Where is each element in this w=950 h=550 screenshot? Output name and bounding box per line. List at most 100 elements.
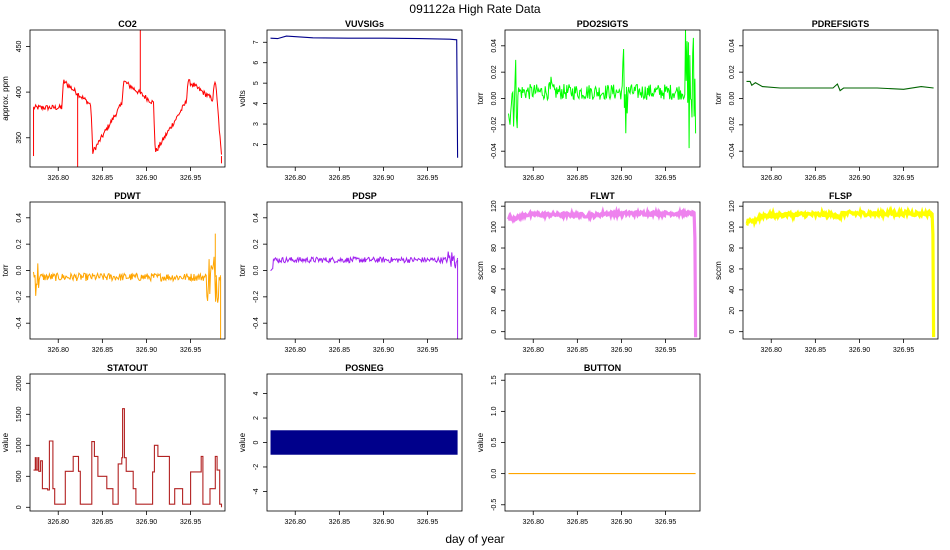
x-tick-label: 326.90 [136, 519, 158, 526]
y-axis-label-statout: value [1, 432, 10, 452]
panel-vuvsigs: VUVSIGs volts 2 3 4 5 6 7 326.80 326.85 326.90 326.… [238, 19, 463, 182]
plot-frame-flwt [504, 201, 701, 340]
x-tick-label: 326.85 [567, 519, 589, 526]
y-axis-label-flwt: sccm [476, 261, 485, 280]
y-axis-label-button: value [476, 432, 485, 452]
y-tick-label: 100 [729, 221, 736, 233]
x-tick-label: 326.80 [761, 175, 783, 182]
y-tick-label: -0.02 [491, 117, 498, 133]
x-tick-label: 326.95 [180, 347, 202, 354]
y-tick-label: 80 [729, 244, 736, 252]
panel-title-button: BUTTON [584, 363, 621, 373]
plot-frame-pdwt [29, 201, 226, 340]
series-flwt [506, 205, 698, 338]
panel-pdsp: PDSP torr -0.4 -0.2 0.0 0.2 0.4 326.80 326.85 326… [238, 191, 463, 354]
y-tick-label: 4 [253, 102, 260, 106]
panel-title-co2: CO2 [118, 19, 137, 29]
y-tick-label: -0.2 [253, 291, 260, 303]
x-tick-label: 326.90 [373, 519, 395, 526]
y-axis-label-pdrefsigts: torr [714, 92, 723, 104]
y-tick-label: -0.2 [16, 291, 23, 303]
panel-title-flwt: FLWT [590, 191, 615, 201]
x-tick-label: 326.80 [285, 175, 307, 182]
x-tick-label: 326.90 [849, 175, 871, 182]
x-tick-label: 326.85 [329, 347, 351, 354]
y-tick-label: 80 [491, 244, 498, 252]
x-tick-label: 326.80 [523, 519, 545, 526]
panel-pdo2sigts: PDO2SIGTS torr -0.04 -0.02 0.00 0.02 0.04 326.8… [476, 19, 701, 182]
y-tick-label: 500 [16, 470, 23, 482]
y-tick-label: 40 [729, 286, 736, 294]
y-tick-label: 60 [729, 265, 736, 273]
plot-frame-pdsp [266, 201, 463, 340]
panel-flsp: FLSP sccm 0 20 40 60 80 100 120 326.80 326.85 326.9… [714, 191, 939, 354]
x-tick-label: 326.95 [655, 347, 677, 354]
plot-frame-statout [29, 373, 226, 512]
plot-frame-posneg [266, 373, 463, 512]
panel-title-pdwt: PDWT [114, 191, 141, 201]
x-tick-label: 326.95 [655, 175, 677, 182]
panel-title-pdsp: PDSP [352, 191, 377, 201]
figure-title: 091122a High Rate Data [409, 2, 541, 16]
plot-frame-flsp [742, 201, 939, 340]
y-tick-label: 0.04 [729, 39, 736, 53]
y-tick-label: 20 [491, 307, 498, 315]
y-axis-label-vuvsigs: volts [238, 90, 247, 106]
x-tick-label: 326.85 [92, 347, 114, 354]
y-axis-label-pdwt: torr [1, 264, 10, 276]
y-tick-label: 2000 [16, 375, 23, 391]
x-tick-label: 326.80 [48, 519, 70, 526]
y-tick-label: -0.4 [253, 317, 260, 329]
x-tick-label: 326.90 [136, 175, 158, 182]
y-tick-label: 350 [16, 132, 23, 144]
x-tick-label: 326.95 [180, 519, 202, 526]
x-tick-label: 326.85 [92, 519, 114, 526]
x-tick-label: 326.90 [373, 175, 395, 182]
plot-frame-co2 [29, 29, 226, 168]
y-tick-label: -0.02 [729, 117, 736, 133]
panel-button: BUTTON value -0.5 0.0 0.5 1.0 1.5 326.80 326.85 3… [476, 363, 701, 526]
y-tick-label: -0.5 [491, 499, 498, 511]
x-tick-label: 326.80 [523, 175, 545, 182]
y-tick-label: 450 [16, 40, 23, 52]
series-statout [33, 408, 223, 508]
x-tick-label: 326.80 [523, 347, 545, 354]
y-tick-label: 1000 [16, 437, 23, 453]
y-axis-label-pdo2sigts: torr [476, 92, 485, 104]
y-tick-label: 5 [253, 81, 260, 85]
y-tick-label: 100 [491, 221, 498, 233]
panel-title-pdrefsigts: PDREFSIGTS [812, 19, 870, 29]
x-tick-label: 326.95 [417, 175, 439, 182]
panel-title-vuvsigs: VUVSIGs [345, 19, 384, 29]
series-pdrefsigts [746, 80, 934, 92]
x-tick-label: 326.80 [285, 347, 307, 354]
x-tick-label: 326.85 [805, 347, 827, 354]
x-tick-label: 326.90 [136, 347, 158, 354]
y-tick-label: 1.5 [491, 375, 498, 385]
y-tick-label: 0.4 [253, 213, 260, 223]
series-vuvsigs [270, 35, 459, 158]
y-tick-label: 20 [729, 307, 736, 315]
x-axis-label: day of year [445, 532, 504, 546]
y-tick-label: 0 [253, 440, 260, 444]
series-co2 [33, 78, 222, 155]
panel-flwt: FLWT sccm 0 20 40 60 80 100 120 326.80 326.85 326.9… [476, 191, 701, 354]
panel-pdwt: PDWT torr -0.4 -0.2 0.0 0.2 0.4 326.80 326.85 326… [1, 191, 226, 354]
x-tick-label: 326.95 [893, 175, 915, 182]
series-pdwt [33, 256, 222, 303]
y-axis-label-pdsp: torr [238, 264, 247, 276]
y-tick-label: 2 [253, 416, 260, 420]
x-tick-label: 326.95 [417, 347, 439, 354]
y-axis-label-posneg: value [238, 432, 247, 452]
x-tick-label: 326.95 [655, 519, 677, 526]
x-tick-label: 326.80 [761, 347, 783, 354]
y-tick-label: 0.2 [16, 239, 23, 249]
y-axis-label-flsp: sccm [714, 261, 723, 280]
series-pdo2sigts [508, 29, 697, 149]
y-tick-label: 0 [729, 330, 736, 334]
panel-statout: STATOUT value 0 500 1000 1500 2000 326.80 326.85… [1, 363, 226, 526]
y-tick-label: 0.4 [16, 213, 23, 223]
x-tick-label: 326.90 [611, 175, 633, 182]
y-tick-label: 0.02 [729, 65, 736, 79]
